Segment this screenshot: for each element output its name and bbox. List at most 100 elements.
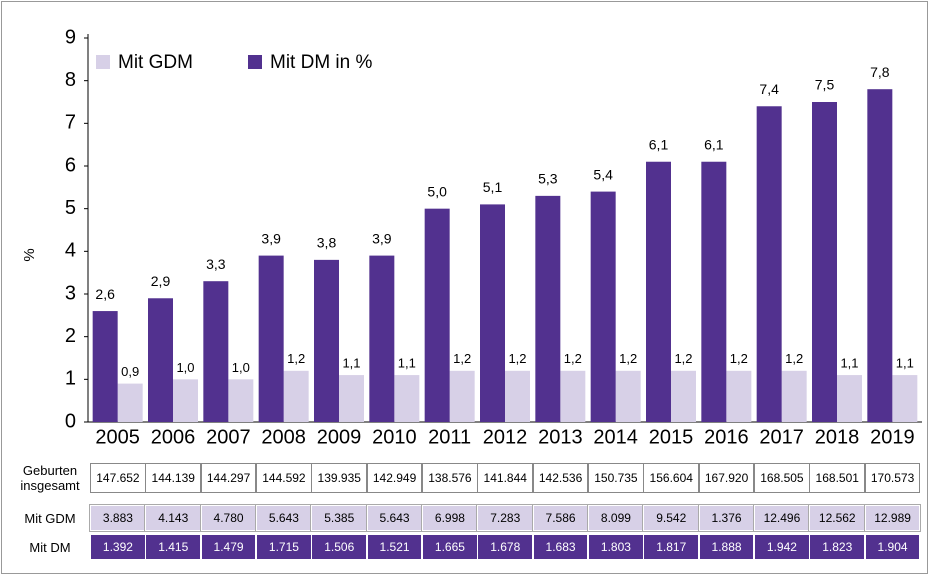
value-label: 2,9 (151, 273, 171, 289)
x-tick-label: 2007 (206, 426, 251, 448)
value-label: 5,1 (483, 179, 503, 195)
table-cell: 138.576 (422, 463, 478, 493)
label-bg (587, 166, 620, 185)
value-label: 5,4 (593, 166, 613, 182)
label-bg (697, 136, 730, 155)
legend-swatch (96, 55, 110, 69)
y-axis-label: % (21, 248, 38, 261)
table-cell: 144.297 (200, 463, 257, 493)
bar (258, 255, 284, 422)
table-cell: 1.506 (311, 534, 368, 560)
value-label: 1,2 (785, 351, 803, 366)
value-label: 7,4 (759, 81, 779, 97)
x-tick-label: 2006 (151, 426, 196, 448)
bar (535, 195, 561, 422)
x-tick-label: 2018 (815, 426, 860, 448)
table-cell: 12.562 (808, 504, 867, 532)
value-label: 5,3 (538, 171, 558, 187)
x-tick-label: 2014 (593, 426, 638, 448)
bar (505, 370, 530, 422)
bar (228, 379, 254, 422)
table-cell: 3.883 (89, 504, 147, 532)
table-cell: 144.592 (256, 463, 312, 493)
bar (781, 370, 807, 422)
table-cell: 7.586 (531, 504, 590, 532)
y-tick-label: 8 (65, 69, 76, 91)
table-cell: 147.652 (90, 463, 146, 493)
bar (701, 161, 727, 422)
table-cell: 4.780 (199, 504, 258, 532)
table-cell: 12.496 (753, 504, 811, 532)
bar (117, 383, 143, 422)
bar (892, 375, 918, 422)
x-tick-label: 2009 (317, 426, 362, 448)
bar (837, 375, 862, 422)
bar (92, 311, 118, 422)
bar (615, 370, 641, 422)
table-cell: 142.536 (532, 463, 589, 493)
row-label: Mit DM (29, 539, 71, 555)
table-cell: 5.385 (310, 504, 369, 532)
x-tick-label: 2011 (428, 426, 471, 448)
table-cell: 156.604 (643, 463, 700, 493)
table-cell: 142.949 (366, 463, 423, 493)
bar (173, 379, 198, 422)
table-cell: 1.392 (90, 534, 146, 560)
value-label: 1,0 (176, 360, 194, 375)
bar (590, 191, 616, 422)
value-label: 3,9 (261, 230, 281, 246)
table-cell: 9.542 (642, 504, 701, 532)
table-cell: 1.888 (698, 534, 755, 560)
table-cell: 1.415 (145, 534, 202, 560)
bar (314, 259, 339, 422)
table-cell: 1.683 (532, 534, 589, 560)
bar (394, 375, 420, 422)
bar (369, 255, 395, 422)
y-tick-label: 5 (65, 197, 76, 219)
table-cell: 1.376 (697, 504, 756, 532)
table-cell: 1.942 (754, 534, 810, 560)
value-label: 7,8 (870, 64, 890, 80)
bar (424, 208, 450, 422)
table-cell: 1.665 (422, 534, 478, 560)
label-bg (89, 286, 122, 305)
x-tick-label: 2008 (261, 426, 306, 448)
y-tick-label: 6 (65, 154, 76, 176)
label-bg (531, 170, 564, 189)
bar (726, 370, 752, 422)
row-label: Mit GDM (24, 510, 76, 526)
x-tick-label: 2005 (95, 426, 140, 448)
value-label: 1,0 (232, 360, 250, 375)
y-tick-label: 1 (65, 368, 76, 390)
table-cell: 1.823 (809, 534, 866, 560)
value-label: 3,3 (206, 256, 226, 272)
value-label: 2,6 (95, 286, 115, 302)
bar (756, 106, 782, 423)
table-cell: 168.501 (809, 463, 866, 493)
value-label: 6,1 (649, 136, 669, 152)
table-cell: 4.143 (144, 504, 203, 532)
table-cell: 6.998 (421, 504, 479, 532)
bar (148, 298, 173, 422)
value-label: 6,1 (704, 136, 724, 152)
label-bg (753, 81, 786, 100)
value-label: 1,2 (619, 351, 637, 366)
x-tick-label: 2015 (649, 426, 694, 448)
label-bg (863, 64, 896, 83)
x-tick-label: 2012 (483, 426, 528, 448)
value-label: 3,9 (372, 230, 392, 246)
y-tick-label: 2 (65, 325, 76, 347)
table-cell: 150.735 (588, 463, 644, 493)
value-label: 1,2 (287, 351, 305, 366)
bar (480, 204, 505, 422)
table-cell: 1.715 (256, 534, 312, 560)
label-bg (476, 179, 509, 198)
value-label: 1,2 (564, 351, 582, 366)
label-bg (310, 234, 343, 253)
table-cell: 144.139 (145, 463, 202, 493)
x-tick-label: 2016 (704, 426, 749, 448)
bar (449, 370, 475, 422)
y-tick-label: 3 (65, 282, 76, 304)
